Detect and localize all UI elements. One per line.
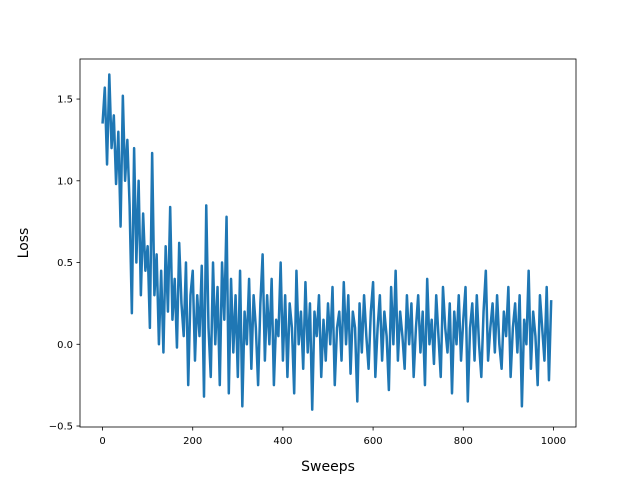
x-tick-label: 600 <box>364 436 383 447</box>
y-tick-label: 1.0 <box>57 176 73 187</box>
x-tick-label: 800 <box>454 436 473 447</box>
x-tick-label: 1000 <box>541 436 566 447</box>
x-tick-label: 0 <box>99 436 105 447</box>
y-tick-label: −0.5 <box>49 422 73 433</box>
y-tick-label: 0.0 <box>57 340 73 351</box>
y-tick-label: 1.5 <box>57 95 73 106</box>
y-tick-label: 0.5 <box>57 258 73 269</box>
y-axis-label: Loss <box>16 228 32 259</box>
x-axis-label: Sweeps <box>301 459 355 475</box>
x-tick-label: 400 <box>273 436 292 447</box>
line <box>101 73 553 411</box>
plot-frame <box>79 58 577 428</box>
x-tick-label: 200 <box>183 436 202 447</box>
